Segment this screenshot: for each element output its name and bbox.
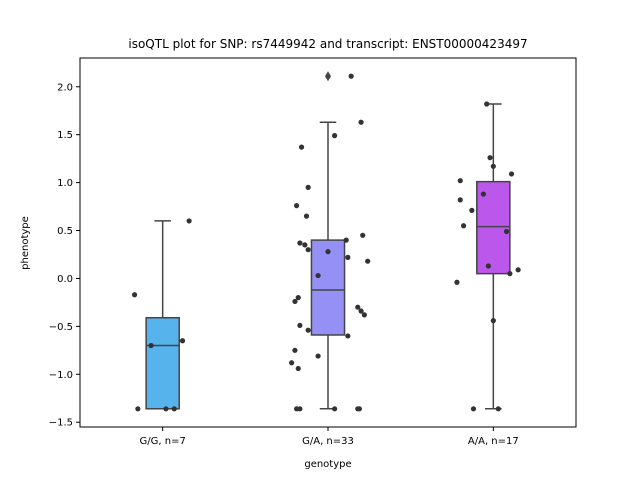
data-point [325, 249, 331, 255]
x-tick-label: G/G, n=7 [140, 436, 186, 447]
data-point [293, 203, 300, 209]
data-point [135, 406, 141, 412]
y-tick-label: 0.0 [57, 274, 73, 285]
x-tick-label: G/A, n=33 [302, 436, 354, 447]
data-point [289, 360, 295, 366]
data-point [315, 272, 321, 279]
y-tick-label: −1.5 [49, 418, 73, 429]
y-tick-label: 2.0 [57, 82, 73, 93]
data-point [315, 353, 321, 359]
data-point [297, 240, 303, 246]
data-point [358, 119, 364, 125]
y-tick-label: −0.5 [49, 322, 73, 333]
data-point [503, 228, 510, 235]
data-point [454, 279, 460, 285]
data-point [332, 133, 338, 139]
y-tick-label: 1.0 [57, 178, 73, 189]
data-point [186, 218, 192, 224]
data-point [293, 406, 300, 412]
data-point [332, 406, 338, 412]
data-point [470, 406, 477, 412]
strip-points-3 [454, 101, 521, 412]
box-group-2 [310, 71, 346, 410]
data-point [355, 304, 361, 310]
data-point [487, 155, 493, 161]
box-iqr [476, 180, 511, 275]
data-point [343, 237, 349, 243]
data-point [358, 308, 364, 314]
data-point [484, 101, 490, 107]
plot-area [131, 71, 521, 412]
data-point [460, 223, 467, 229]
data-point [508, 171, 515, 177]
data-point [305, 327, 311, 333]
data-point [179, 338, 186, 344]
data-point [305, 184, 311, 190]
data-point [148, 342, 154, 349]
data-point [490, 163, 496, 169]
strip-points-2 [289, 73, 371, 412]
data-point [457, 178, 463, 184]
y-axis-label: phenotype [20, 216, 31, 270]
x-axis-ticks: G/G, n=7 G/A, n=33 A/A, n=17 [140, 427, 519, 447]
data-point [515, 267, 521, 273]
data-point [365, 258, 371, 264]
data-point [171, 406, 177, 412]
data-point [292, 298, 298, 305]
strip-points-1 [131, 218, 192, 412]
outlier-marker [325, 71, 331, 82]
box-iqr [145, 316, 180, 410]
data-point [490, 318, 496, 324]
data-point [345, 333, 351, 339]
data-point [348, 73, 354, 79]
data-point [485, 263, 491, 269]
data-point [480, 191, 487, 197]
data-point [298, 144, 305, 150]
data-point [356, 406, 363, 412]
x-axis-label: genotype [304, 459, 351, 470]
data-point [457, 197, 463, 203]
y-tick-label: 0.5 [57, 226, 73, 237]
data-point [507, 271, 513, 277]
data-point [295, 365, 301, 372]
box-group-3 [476, 103, 511, 410]
data-point [303, 213, 310, 219]
data-point [495, 406, 501, 412]
data-point [302, 242, 308, 248]
data-point [131, 292, 138, 298]
y-tick-label: −1.0 [49, 370, 73, 381]
chart-title: isoQTL plot for SNP: rs7449942 and trans… [128, 37, 527, 51]
data-point [292, 347, 298, 353]
data-point [305, 247, 311, 253]
data-point [345, 254, 351, 260]
data-point [163, 406, 169, 412]
y-axis-ticks: −1.5 −1.0 −0.5 0.0 0.5 1.0 1.5 2.0 [49, 82, 80, 429]
data-point [361, 312, 367, 318]
box-iqr [310, 239, 346, 336]
y-tick-label: 1.5 [57, 130, 73, 141]
box-group-1 [145, 220, 180, 410]
data-point [469, 207, 475, 213]
data-point [297, 322, 303, 329]
x-tick-label: A/A, n=17 [468, 436, 519, 447]
data-point [360, 232, 366, 238]
data-point [295, 295, 301, 301]
